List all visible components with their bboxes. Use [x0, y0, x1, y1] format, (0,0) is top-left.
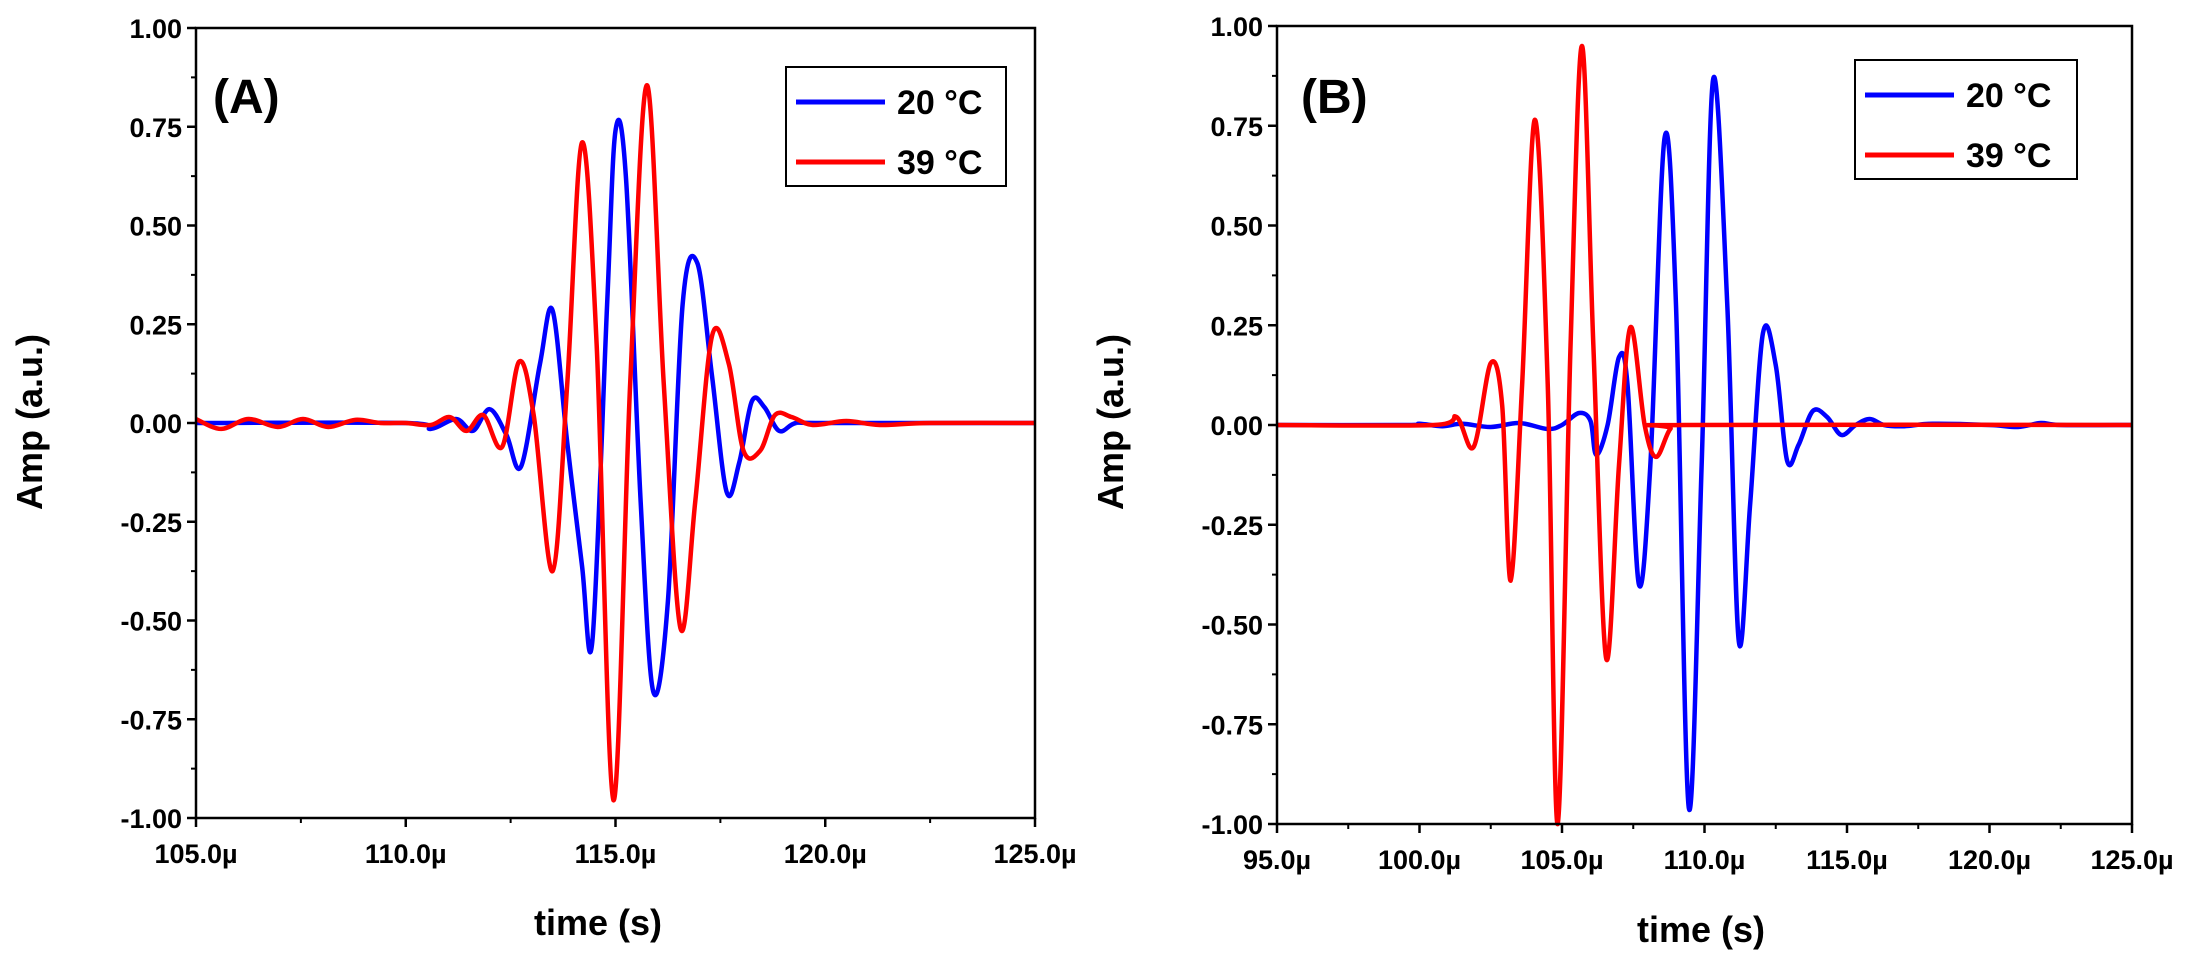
- panel-a-x-tick-label: 110.0µ: [365, 839, 447, 869]
- panel-b-label: (B): [1301, 71, 1368, 124]
- panel-a-legend-label-39c: 39 °C: [897, 144, 982, 182]
- panel-a-x-tick-label: 115.0µ: [575, 839, 657, 869]
- panel-a-y-tick-label: 0.50: [129, 212, 182, 242]
- panel-b-y-tick-label: 1.00: [1210, 12, 1263, 42]
- panel-b-legend: 20 °C 39 °C: [1854, 59, 2078, 180]
- panel-b-y-tick-label: -1.00: [1201, 810, 1263, 840]
- panel-b-series-line-20c: [1277, 74, 2132, 813]
- panel-b-x-tick-label: 120.0µ: [1948, 845, 2031, 875]
- panel-a-y-tick-label: 0.75: [129, 113, 182, 143]
- panel-a-legend: 20 °C 39 °C: [785, 66, 1007, 187]
- panel-b-chart: 95.0µ 100.0µ 105.0µ 110.0µ 115.0µ 120.0µ 125.0…: [1090, 12, 2174, 950]
- panel-a-y-tick-label: -1.00: [120, 804, 182, 834]
- panel-a-y-tick-label: -0.75: [120, 705, 182, 735]
- panel-a-chart: 105.0µ 110.0µ 115.0µ 120.0µ 125.0µ 1.00 0.75 0.…: [9, 14, 1077, 943]
- panel-b-y-tick-label: -0.75: [1201, 710, 1263, 740]
- panel-b-y-tick-label: -0.50: [1201, 611, 1263, 641]
- panel-b-y-axis-title: Amp (a.u.): [1090, 334, 1131, 510]
- panel-b-y-tick-label: -0.25: [1201, 511, 1263, 541]
- panel-b-legend-label-20c: 20 °C: [1966, 77, 2051, 115]
- panel-a-y-tick-label: 0.00: [129, 409, 182, 439]
- panel-b-x-tick-label: 125.0µ: [2090, 845, 2173, 875]
- panel-b-x-tick-label: 100.0µ: [1378, 845, 1461, 875]
- panel-a-x-axis-title: time (s): [534, 902, 662, 943]
- panel-b-x-tick-label: 95.0µ: [1243, 845, 1311, 875]
- panel-b-x-tick-label: 105.0µ: [1520, 845, 1603, 875]
- panel-a-y-tick-label: -0.50: [120, 607, 182, 637]
- panel-a-label: (A): [213, 71, 280, 124]
- panel-a-x-tick-label: 120.0µ: [784, 839, 867, 869]
- panel-b-x-tick-label: 110.0µ: [1664, 845, 1746, 875]
- panel-a-y-tick-label: 0.25: [129, 310, 182, 340]
- panel-b-x-tick-label: 115.0µ: [1806, 845, 1888, 875]
- panel-a-y-axis-title: Amp (a.u.): [9, 334, 50, 510]
- panel-a-legend-box: [785, 66, 1007, 187]
- panel-b-y-tick-label: 0.75: [1210, 112, 1263, 142]
- panel-a-y-tick-label: 1.00: [129, 14, 182, 44]
- panel-a-x-tick-label: 105.0µ: [154, 839, 237, 869]
- panel-b-series-line-39c: [1277, 43, 2132, 827]
- panel-b-legend-box: [1854, 59, 2078, 180]
- panel-a-legend-label-20c: 20 °C: [897, 84, 982, 122]
- panel-a-series-line-20c: [196, 117, 1035, 698]
- panel-b-y-tick-label: 0.50: [1210, 212, 1263, 242]
- panel-b-y-tick-label: 0.25: [1210, 311, 1263, 341]
- panel-a-y-tick-label: -0.25: [120, 508, 182, 538]
- panel-b-y-tick-label: 0.00: [1210, 411, 1263, 441]
- panel-b-legend-label-39c: 39 °C: [1966, 137, 2051, 175]
- panel-b-x-axis-title: time (s): [1637, 909, 1765, 950]
- panel-a-x-tick-label: 125.0µ: [993, 839, 1076, 869]
- panel-a-series-line-39c: [196, 83, 1035, 803]
